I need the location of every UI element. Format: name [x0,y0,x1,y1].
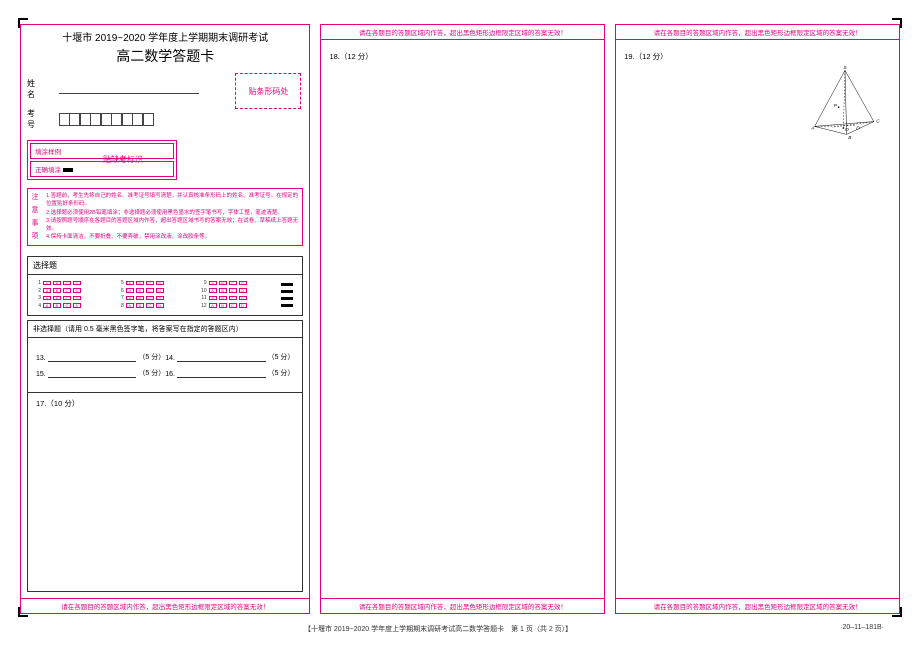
bubble-2-B[interactable]: B [53,288,61,293]
bubble-12-D[interactable]: D [239,303,247,308]
question-19[interactable]: 19.（12 分） S A B [616,40,899,598]
title-line2: 高二数学答题卡 [21,46,309,66]
bubble-8-A[interactable]: A [126,303,134,308]
svg-text:S: S [843,65,847,71]
warn-top-3: 请在各题目的答题区域内作答，超出黑色矩形边框限定区域的答案无效！ [616,25,899,40]
bubble-3-A[interactable]: A [43,296,51,301]
bubble-11-D[interactable]: D [239,296,247,301]
bubble-11-B[interactable]: B [219,296,227,301]
bubble-4-D[interactable]: D [73,303,81,308]
bubble-11-C[interactable]: C [229,296,237,301]
bubble-4-C[interactable]: C [63,303,71,308]
bubble-1-C[interactable]: C [63,281,71,286]
bubble-9-D[interactable]: D [239,281,247,286]
svg-text:B: B [848,135,852,141]
bubble-10-B[interactable]: B [219,288,227,293]
bubble-5-B[interactable]: B [136,281,144,286]
svg-text:O: O [845,127,849,133]
bubble-1-B[interactable]: B [53,281,61,286]
correct-fill-label: 正确填涂 [35,167,61,174]
bubble-1-A[interactable]: A [43,281,51,286]
svg-text:C: C [876,118,880,124]
bubble-7-C[interactable]: C [146,296,154,301]
multiple-choice-box: 选择题 1ABCD2ABCD3ABCD4ABCD5ABCD6ABCD7ABCD8… [27,256,303,316]
bubble-3-B[interactable]: B [53,296,61,301]
blank-14[interactable]: 14.（5 分） [165,352,294,362]
absent-mark-area: 贴缺考标识 [79,134,167,184]
warn-bottom-3: 请在各题目的答题区域内作答，超出黑色矩形边框限定区域的答案无效！ [616,598,899,613]
svg-text:A: A [810,126,814,132]
bubble-4-A[interactable]: A [43,303,51,308]
panel-middle: 请在各题目的答题区域内作答，超出黑色矩形边框限定区域的答案无效！ 18.（12 … [320,24,605,614]
bubble-10-C[interactable]: C [229,288,237,293]
bubble-6-A[interactable]: A [126,288,134,293]
bubble-5-D[interactable]: D [156,281,164,286]
bubble-4-B[interactable]: B [53,303,61,308]
barcode-area: 贴条形码处 [235,73,301,109]
bubble-8-D[interactable]: D [156,303,164,308]
bubble-5-C[interactable]: C [146,281,154,286]
bubble-2-D[interactable]: D [73,288,81,293]
pyramid-diagram: S A B C D O P [805,64,885,144]
bubble-12-B[interactable]: B [219,303,227,308]
id-label: 考 号 [27,108,59,130]
notice-box: 注意事项 1.答题前，考生先将自己的姓名、准考证号填写清楚，并认真核准条形码上的… [27,188,303,246]
panel-right: 请在各题目的答题区域内作答，超出黑色矩形边框限定区域的答案无效！ 19.（12 … [615,24,900,614]
bubble-9-C[interactable]: C [229,281,237,286]
bubble-8-B[interactable]: B [136,303,144,308]
bubble-9-B[interactable]: B [219,281,227,286]
fill-blanks: 13.（5 分） 14.（5 分） 15.（5 分） 16.（5 分） [28,338,302,393]
bubble-12-A[interactable]: A [209,303,217,308]
mc-title: 选择题 [28,257,302,275]
bubble-3-C[interactable]: C [63,296,71,301]
bubble-10-A[interactable]: A [209,288,217,293]
warn-top-2: 请在各题目的答题区域内作答，超出黑色矩形边框限定区域的答案无效！ [321,25,604,40]
bubble-9-A[interactable]: A [209,281,217,286]
blank-15[interactable]: 15.（5 分） [36,368,165,378]
footer-right: ·20–11–181B· [840,624,884,634]
bubble-5-A[interactable]: A [126,281,134,286]
free-response-box: 非选择题（请用 0.5 毫米黑色签字笔，将答案写在指定的答题区内） 13.（5 … [27,320,303,593]
svg-text:P: P [834,103,838,109]
warn-bottom-1: 请在各题目的答题区域内作答，超出黑色矩形边框限定区域的答案无效！ [21,598,309,613]
bubble-7-B[interactable]: B [136,296,144,301]
bubble-1-D[interactable]: D [73,281,81,286]
blank-13[interactable]: 13.（5 分） [36,352,165,362]
bubble-2-C[interactable]: C [63,288,71,293]
blank-16[interactable]: 16.（5 分） [165,368,294,378]
id-boxes[interactable] [59,113,154,126]
bubble-6-C[interactable]: C [146,288,154,293]
bubble-12-C[interactable]: C [229,303,237,308]
bubble-11-A[interactable]: A [209,296,217,301]
fr-title: 非选择题（请用 0.5 毫米黑色签字笔，将答案写在指定的答题区内） [28,321,302,338]
question-17[interactable]: 17.（10 分） [28,393,302,592]
name-field[interactable] [59,84,199,94]
bubble-7-D[interactable]: D [156,296,164,301]
bubble-6-D[interactable]: D [156,288,164,293]
bubble-6-B[interactable]: B [136,288,144,293]
bubble-8-C[interactable]: C [146,303,154,308]
name-label: 姓 名 [27,78,59,100]
svg-text:D: D [856,126,860,132]
bubble-2-A[interactable]: A [43,288,51,293]
panel-left: 十堰市 2019~2020 学年度上学期期末调研考试 高二数学答题卡 贴条形码处… [20,24,310,614]
question-18[interactable]: 18.（12 分） [321,40,604,598]
footer: 【十堰市 2019~2020 学年度上学期期末调研考试高二数学答题卡 第 1 页… [0,624,920,634]
bubble-7-A[interactable]: A [126,296,134,301]
bubble-10-D[interactable]: D [239,288,247,293]
filled-mark-icon [63,168,73,172]
warn-bottom-2: 请在各题目的答题区域内作答，超出黑色矩形边框限定区域的答案无效！ [321,598,604,613]
answer-sheet: 十堰市 2019~2020 学年度上学期期末调研考试 高二数学答题卡 贴条形码处… [0,0,920,651]
id-row: 考 号 [27,108,303,130]
footer-center: 【十堰市 2019~2020 学年度上学期期末调研考试高二数学答题卡 第 1 页… [36,624,840,634]
bubble-3-D[interactable]: D [73,296,81,301]
title-line1: 十堰市 2019~2020 学年度上学期期末调研考试 [21,29,309,44]
